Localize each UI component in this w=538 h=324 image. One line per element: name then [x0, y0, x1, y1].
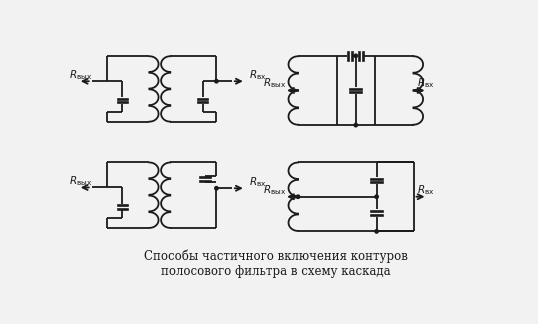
Text: $R_{\text{вых}}$: $R_{\text{вых}}$: [69, 68, 92, 82]
Circle shape: [215, 79, 218, 83]
Circle shape: [296, 195, 300, 198]
Text: $R_{\text{вх}}$: $R_{\text{вх}}$: [249, 175, 266, 189]
Text: Способы частичного включения контуров
полосового фильтра в схему каскада: Способы частичного включения контуров по…: [144, 249, 408, 278]
Circle shape: [375, 230, 378, 233]
Circle shape: [354, 123, 357, 127]
Text: $R_{\text{вх}}$: $R_{\text{вх}}$: [417, 183, 435, 197]
Circle shape: [354, 54, 357, 58]
Text: $R_{\text{вх}}$: $R_{\text{вх}}$: [249, 68, 266, 82]
Circle shape: [215, 187, 218, 190]
Text: $R_{\text{вых}}$: $R_{\text{вых}}$: [264, 77, 287, 90]
Text: $R_{\text{вых}}$: $R_{\text{вых}}$: [264, 183, 287, 197]
Text: $R_{\text{вх}}$: $R_{\text{вх}}$: [417, 77, 435, 90]
Text: $R_{\text{вых}}$: $R_{\text{вых}}$: [69, 174, 92, 188]
Circle shape: [375, 195, 378, 198]
